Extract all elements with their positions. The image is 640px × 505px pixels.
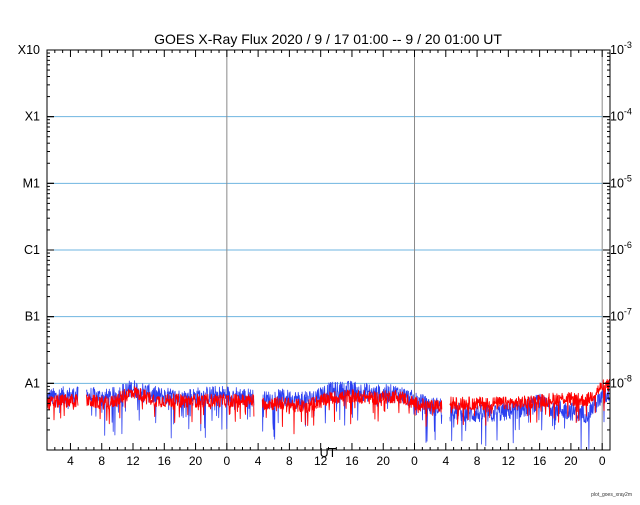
axis-layer: X10 X1 M1 C1 B1 A1 10-3 10-4 10-5 10-6 10-7 10-8 4 8 1… bbox=[18, 40, 632, 468]
x-axis-label: UT bbox=[320, 446, 337, 460]
x-tick-label: 4 bbox=[67, 454, 74, 468]
right-axis-label: 10-4 bbox=[610, 107, 632, 124]
right-axis-label: 10-6 bbox=[610, 240, 632, 257]
series-line-blue bbox=[46, 380, 610, 450]
x-tick-label: 20 bbox=[189, 454, 203, 468]
x-tick-label: 16 bbox=[345, 454, 359, 468]
data-layer bbox=[46, 378, 611, 450]
right-axis-exponent: -3 bbox=[624, 40, 632, 50]
left-axis-label: B1 bbox=[25, 310, 40, 324]
left-axis-label: A1 bbox=[25, 376, 40, 390]
right-axis-label: 10-7 bbox=[610, 307, 632, 324]
x-tick-label: 16 bbox=[158, 454, 172, 468]
x-tick-label: 12 bbox=[314, 454, 328, 468]
x-tick-label: 12 bbox=[126, 454, 140, 468]
right-axis-exponent: -8 bbox=[624, 373, 632, 383]
right-axis-exponent: -7 bbox=[624, 307, 632, 317]
x-tick-label: 8 bbox=[286, 454, 293, 468]
x-tick-label: 0 bbox=[411, 454, 418, 468]
x-tick-label: 8 bbox=[98, 454, 105, 468]
footer-note: plot_goes_xray2m bbox=[591, 492, 632, 498]
x-tick-label: 0 bbox=[599, 454, 606, 468]
x-tick-label: 20 bbox=[377, 454, 391, 468]
right-axis-exponent: -4 bbox=[624, 107, 632, 117]
x-tick-label: 0 bbox=[224, 454, 231, 468]
chart-title: GOES X-Ray Flux 2020 / 9 / 17 01:00 -- 9… bbox=[154, 31, 502, 47]
x-tick-label: 16 bbox=[533, 454, 547, 468]
series-line-red bbox=[46, 378, 611, 435]
right-axis-label: 10-8 bbox=[610, 373, 632, 390]
right-axis-exponent: -5 bbox=[624, 173, 632, 183]
x-tick-label: 8 bbox=[474, 454, 481, 468]
x-tick-label: 4 bbox=[255, 454, 262, 468]
right-axis-exponent: -6 bbox=[624, 240, 632, 250]
right-axis-label: 10-3 bbox=[610, 40, 632, 57]
right-axis-label: 10-5 bbox=[610, 173, 632, 190]
left-axis-label: X1 bbox=[25, 110, 40, 124]
x-tick-label: 12 bbox=[502, 454, 516, 468]
x-tick-label: 4 bbox=[442, 454, 449, 468]
x-tick-label: 20 bbox=[564, 454, 578, 468]
left-axis-label: X10 bbox=[18, 43, 40, 57]
left-axis-label: M1 bbox=[23, 176, 40, 190]
left-axis-label: C1 bbox=[24, 243, 40, 257]
